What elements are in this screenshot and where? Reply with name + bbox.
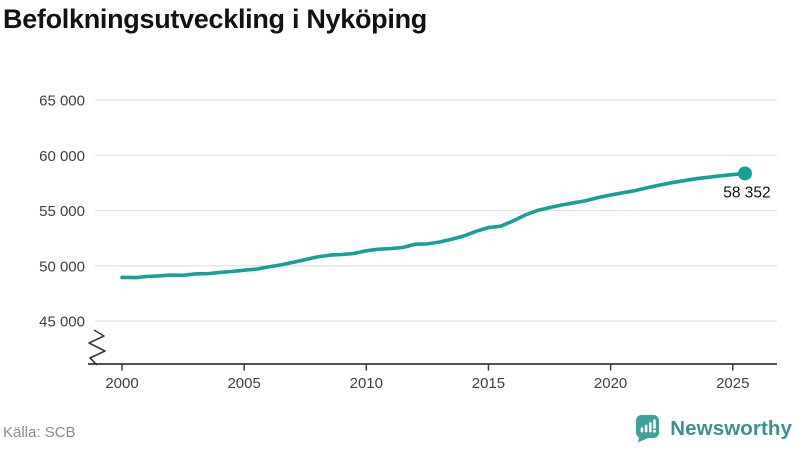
- chart-title: Befolkningsutveckling i Nyköping: [3, 4, 427, 34]
- svg-text:45 000: 45 000: [39, 314, 85, 331]
- svg-text:2020: 2020: [594, 375, 627, 392]
- svg-text:2015: 2015: [472, 375, 505, 392]
- population-line-chart: 65 000 60 000 55 000 50 000 45 000 2000 2005 20…: [39, 93, 777, 392]
- newsworthy-icon: [636, 415, 660, 443]
- svg-text:60 000: 60 000: [39, 148, 85, 165]
- svg-text:2005: 2005: [227, 375, 260, 392]
- svg-text:50 000: 50 000: [39, 258, 85, 275]
- svg-text:55 000: 55 000: [39, 203, 85, 220]
- newsworthy-wordmark: Newsworthy: [670, 416, 792, 440]
- svg-text:2025: 2025: [716, 375, 749, 392]
- svg-text:65 000: 65 000: [39, 93, 85, 110]
- svg-text:2000: 2000: [105, 375, 138, 392]
- svg-text:2010: 2010: [350, 375, 383, 392]
- source-label: Källa: SCB: [3, 424, 76, 441]
- newsworthy-logo: Newsworthy: [635, 414, 792, 443]
- svg-text:58 352: 58 352: [723, 184, 770, 201]
